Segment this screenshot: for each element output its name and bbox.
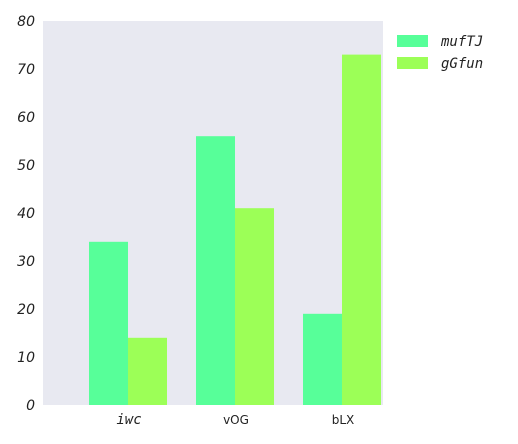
bars [89,54,381,405]
legend-swatch-gGfun [397,57,428,69]
x-tick-label: iwc [116,412,141,428]
y-axis-ticks: 0 10 20 30 40 50 60 70 80 [17,14,35,414]
y-tick-label: 20 [17,302,35,318]
bar-gGfun-iwc [128,337,167,405]
bar-gGfun-vOG [235,208,274,405]
legend-label-mufTJ: mufTJ [440,34,483,50]
y-tick-label: 80 [17,14,35,30]
legend: mufTJ gGfun [397,34,483,72]
bar-gGfun-bLX [342,54,381,405]
y-tick-label: 10 [17,350,35,366]
x-tick-label: bLX [332,413,355,427]
x-tick-label: vOG [223,413,249,427]
y-tick-label: 50 [17,158,35,174]
bar-mufTJ-iwc [89,241,128,405]
legend-swatch-mufTJ [397,35,428,47]
bar-mufTJ-bLX [303,313,342,405]
y-tick-label: 40 [17,206,35,222]
bar-mufTJ-vOG [196,136,235,405]
legend-label-gGfun: gGfun [441,56,483,72]
y-tick-label: 70 [17,62,35,78]
y-tick-label: 60 [17,110,35,126]
x-axis-ticks: iwc vOG bLX [116,412,354,428]
y-tick-label: 0 [26,398,35,414]
y-tick-label: 30 [17,254,35,270]
